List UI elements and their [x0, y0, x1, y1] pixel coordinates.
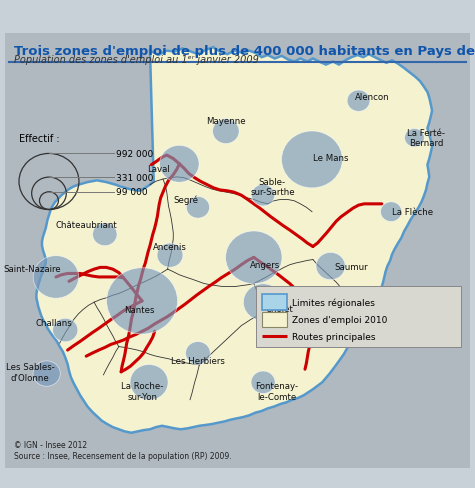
Text: Population des zones d'emploi au 1ᵉʳ janvier 2009: Population des zones d'emploi au 1ᵉʳ jan… — [14, 55, 259, 65]
Text: Challans: Challans — [35, 318, 72, 327]
Text: Trois zones d'emploi de plus de 400 000 habitants en Pays de la Loire: Trois zones d'emploi de plus de 400 000 … — [14, 45, 475, 58]
Circle shape — [53, 319, 78, 342]
Circle shape — [33, 361, 60, 386]
FancyBboxPatch shape — [256, 286, 461, 347]
Circle shape — [251, 371, 275, 394]
Text: Châteaubriant: Châteaubriant — [55, 221, 117, 230]
Text: Angers: Angers — [250, 261, 281, 270]
Text: Ancenis: Ancenis — [153, 243, 187, 251]
Text: Les Sables-
d'Olonne: Les Sables- d'Olonne — [6, 363, 55, 382]
Text: Laval: Laval — [147, 164, 170, 173]
FancyBboxPatch shape — [262, 312, 287, 328]
Polygon shape — [5, 34, 470, 468]
Text: Effectif :: Effectif : — [19, 133, 59, 143]
Text: La Flèche: La Flèche — [391, 208, 433, 217]
Circle shape — [347, 91, 370, 112]
FancyBboxPatch shape — [262, 295, 287, 310]
Text: 331 000: 331 000 — [116, 173, 154, 182]
Text: Saint-Nazaire: Saint-Nazaire — [4, 264, 61, 273]
Circle shape — [380, 203, 402, 222]
Text: Routes principales: Routes principales — [293, 332, 376, 341]
Circle shape — [106, 268, 178, 334]
Text: Limites régionales: Limites régionales — [293, 298, 375, 307]
Text: Mayenne: Mayenne — [206, 117, 246, 125]
Text: La Roche-
sur-Yon: La Roche- sur-Yon — [121, 382, 163, 401]
Text: La Ferté-
Bernard: La Ferté- Bernard — [407, 129, 445, 148]
Text: Nantes: Nantes — [124, 305, 155, 314]
Circle shape — [252, 185, 275, 206]
Circle shape — [186, 197, 209, 219]
Circle shape — [160, 146, 199, 183]
Circle shape — [213, 120, 239, 144]
Text: 992 000: 992 000 — [116, 150, 154, 159]
Circle shape — [33, 256, 79, 299]
Circle shape — [93, 224, 117, 246]
Circle shape — [243, 284, 283, 321]
Circle shape — [316, 253, 345, 280]
Circle shape — [157, 244, 183, 268]
Text: 99 000: 99 000 — [116, 188, 148, 197]
Text: Saumur: Saumur — [335, 263, 368, 272]
Text: Alencon: Alencon — [355, 93, 390, 102]
Text: Les Herbiers: Les Herbiers — [171, 357, 225, 366]
Polygon shape — [37, 48, 432, 433]
Text: Sable-
sur-Sarthe: Sable- sur-Sarthe — [250, 177, 294, 197]
Circle shape — [226, 231, 282, 284]
Circle shape — [282, 132, 342, 188]
Text: Fontenay-
le-Comte: Fontenay- le-Comte — [256, 382, 299, 401]
Text: Cholet: Cholet — [266, 304, 294, 313]
Text: Zones d'emploi 2010: Zones d'emploi 2010 — [293, 315, 388, 325]
Text: © IGN - Insee 2012
Source : Insee, Recensement de la population (RP) 2009.: © IGN - Insee 2012 Source : Insee, Recen… — [14, 441, 232, 460]
Circle shape — [186, 342, 210, 365]
Text: Le Mans: Le Mans — [313, 153, 348, 163]
Circle shape — [130, 365, 168, 400]
Text: Segré: Segré — [174, 195, 199, 205]
Circle shape — [405, 129, 424, 147]
